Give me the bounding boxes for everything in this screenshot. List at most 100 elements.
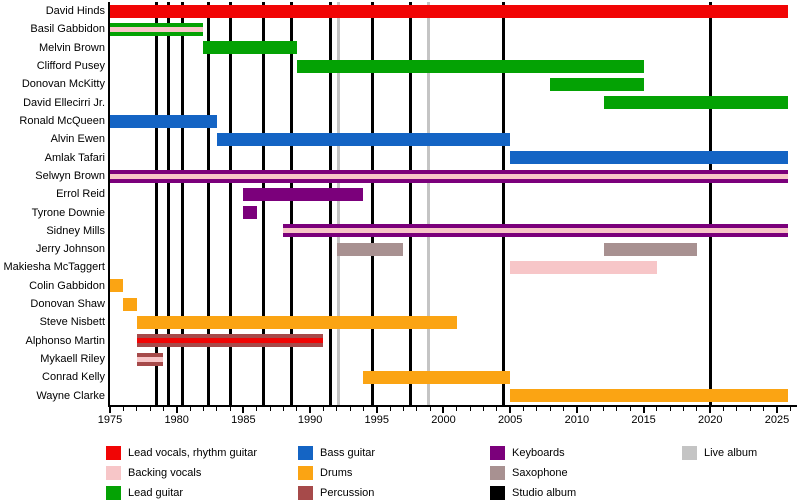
lead-guitar-swatch-icon <box>106 486 121 500</box>
member-label: Wayne Clarke <box>36 389 105 402</box>
major-tick <box>642 407 645 413</box>
year-tick-label: 2025 <box>764 414 790 426</box>
minor-tick <box>189 407 191 411</box>
major-tick <box>309 407 312 413</box>
studio-album-line <box>180 2 184 405</box>
member-label: Makiesha McTaggert <box>3 261 106 274</box>
minor-tick <box>389 407 391 411</box>
studio-album-line <box>502 2 506 405</box>
member-label: Alphonso Martin <box>25 334 106 347</box>
member-label: Steve Nisbett <box>39 316 105 329</box>
major-tick <box>242 407 245 413</box>
minor-tick <box>416 407 418 411</box>
lead-vocals-swatch-icon <box>106 446 121 460</box>
minor-tick <box>256 407 258 411</box>
year-tick-label: 1975 <box>97 414 123 426</box>
minor-tick <box>683 407 685 411</box>
member-tenure-bar <box>110 4 788 18</box>
member-tenure-bar <box>510 389 788 403</box>
minor-tick <box>456 407 458 411</box>
saxophone-swatch-icon <box>490 466 505 480</box>
studio-album-line <box>228 2 232 405</box>
studio-album-line <box>167 2 171 405</box>
legend-label: Drums <box>320 467 353 479</box>
member-tenure-bar <box>603 96 788 110</box>
minor-tick <box>536 407 538 411</box>
member-tenure-bar <box>203 41 297 55</box>
year-tick-label: 2010 <box>564 414 590 426</box>
member-label: Donovan McKitty <box>21 78 105 91</box>
minor-tick <box>349 407 351 411</box>
studio-album-line <box>408 2 412 405</box>
year-tick-label: 1995 <box>364 414 390 426</box>
minor-tick <box>696 407 698 411</box>
member-tenure-bar <box>336 242 404 256</box>
year-tick-label: 1990 <box>297 414 323 426</box>
studio-album-line <box>155 2 159 405</box>
legend-label: Lead guitar <box>128 487 184 499</box>
member-label: Clifford Pusey <box>36 59 105 72</box>
bass-guitar-swatch-icon <box>298 446 313 460</box>
live-album-line <box>336 2 340 405</box>
major-tick <box>709 407 712 413</box>
member-tenure-bar <box>243 206 257 220</box>
x-axis-line <box>108 405 797 407</box>
minor-tick <box>656 407 658 411</box>
member-tenure-bar <box>136 334 324 348</box>
member-label: Jerry Johnson <box>35 243 105 256</box>
member-label: Sidney Mills <box>46 224 105 237</box>
minor-tick <box>216 407 218 411</box>
member-tenure-bar <box>136 316 457 330</box>
percussion-swatch-icon <box>298 486 313 500</box>
member-label: Ronald McQueen <box>19 114 105 127</box>
member-tenure-bar <box>510 151 788 165</box>
legend-label: Live album <box>704 447 758 459</box>
studio-album-line <box>328 2 332 405</box>
member-tenure-bar <box>110 279 124 293</box>
member-tenure-bar <box>136 352 164 366</box>
legend-label: Keyboards <box>512 447 565 459</box>
minor-tick <box>723 407 725 411</box>
member-tenure-bar <box>243 187 364 201</box>
studio-album-line <box>261 2 265 405</box>
major-tick <box>442 407 445 413</box>
member-tenure-bar <box>603 242 697 256</box>
member-label: Basil Gabbidon <box>30 23 105 36</box>
major-tick <box>375 407 378 413</box>
minor-tick <box>402 407 404 411</box>
member-label: Alvin Ewen <box>50 133 105 146</box>
minor-tick <box>322 407 324 411</box>
minor-tick <box>229 407 231 411</box>
studio-album-line <box>207 2 211 405</box>
minor-tick <box>122 407 124 411</box>
member-label: Conrad Kelly <box>42 371 105 384</box>
member-label: David Ellecirri Jr. <box>23 96 105 109</box>
member-label: Donovan Shaw <box>30 298 105 311</box>
minor-tick <box>789 407 791 411</box>
minor-tick <box>429 407 431 411</box>
minor-tick <box>749 407 751 411</box>
live-album-line <box>427 2 431 405</box>
studio-album-line <box>371 2 375 405</box>
minor-tick <box>669 407 671 411</box>
major-tick <box>509 407 512 413</box>
minor-tick <box>136 407 138 411</box>
member-tenure-bar <box>110 22 204 36</box>
member-label: Tyrone Downie <box>31 206 105 219</box>
legend-label: Percussion <box>320 487 375 499</box>
studio-album-line <box>289 2 293 405</box>
y-axis-line <box>108 2 110 405</box>
legend-label: Bass guitar <box>320 447 376 459</box>
minor-tick <box>736 407 738 411</box>
member-tenure-bar <box>123 297 137 311</box>
keyboards-swatch-icon <box>490 446 505 460</box>
minor-tick <box>589 407 591 411</box>
legend-label: Backing vocals <box>128 467 202 479</box>
member-tenure-bar <box>363 371 511 385</box>
member-label: David Hinds <box>45 5 105 17</box>
minor-tick <box>523 407 525 411</box>
major-tick <box>575 407 578 413</box>
major-tick <box>109 407 111 413</box>
minor-tick <box>149 407 151 411</box>
